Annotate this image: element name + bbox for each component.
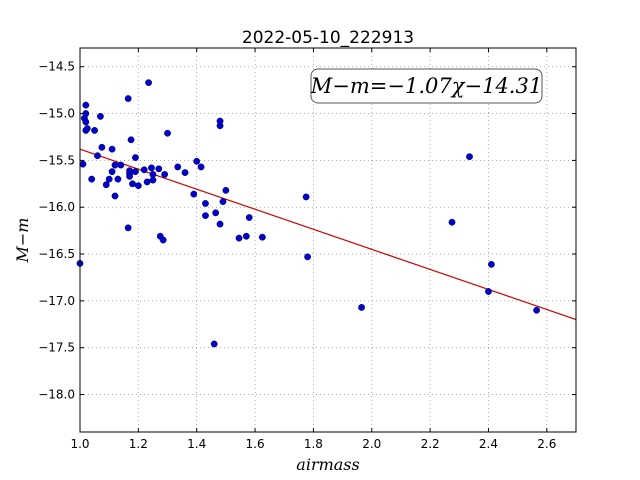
data-point: [212, 209, 220, 217]
y-axis-label: M−m: [13, 218, 32, 264]
data-points: [76, 79, 541, 348]
data-point: [117, 161, 125, 169]
data-point: [210, 340, 218, 348]
data-point: [466, 153, 473, 161]
data-point: [105, 175, 113, 183]
data-point: [82, 118, 90, 126]
data-point: [126, 170, 134, 177]
data-point: [98, 143, 106, 151]
data-point: [302, 193, 310, 201]
data-point: [83, 125, 91, 132]
data-point: [161, 171, 169, 178]
data-point: [124, 224, 132, 232]
x-tick-label: 1.8: [304, 437, 323, 451]
plot-area: [80, 48, 576, 432]
data-point: [197, 163, 205, 171]
data-point: [129, 180, 136, 188]
data-point: [216, 122, 224, 130]
x-tick-label: 2.2: [421, 437, 440, 451]
data-point: [358, 304, 365, 311]
data-point: [181, 169, 189, 176]
data-point: [174, 163, 182, 171]
data-point: [222, 186, 230, 194]
data-point: [111, 161, 119, 169]
data-point: [148, 164, 155, 172]
axis-ticks: 1.0 1.2 1.4 1.6 1.8 2.0 2.2 2.4 2.6 −14.5 −15.0 −15…: [38, 48, 576, 451]
x-tick-label: 1.6: [246, 437, 265, 451]
data-point: [219, 198, 227, 206]
y-tick-label: −16.5: [38, 247, 75, 261]
data-point: [304, 253, 311, 261]
data-point: [82, 101, 90, 109]
data-point: [132, 154, 139, 161]
data-point: [143, 178, 151, 186]
plot-frame: [79, 47, 577, 433]
data-point: [487, 260, 495, 268]
data-point: [202, 212, 209, 220]
data-point: [149, 176, 157, 184]
data-point: [159, 236, 167, 244]
y-tick-label: −14.5: [38, 60, 75, 74]
x-tick-label: 2.0: [362, 437, 381, 451]
data-point: [108, 168, 116, 176]
data-point: [79, 160, 87, 168]
data-point: [190, 190, 198, 198]
data-point: [164, 129, 171, 137]
data-point: [155, 165, 163, 173]
data-point: [94, 152, 101, 160]
x-tick-label: 1.2: [129, 437, 148, 451]
x-axis-label: airmass: [296, 455, 359, 474]
data-point: [448, 218, 456, 226]
data-point: [235, 234, 243, 242]
annotation-box-frame: [310, 68, 543, 104]
y-tick-label: −18.0: [38, 388, 75, 402]
y-tick-label: −17.0: [38, 294, 75, 308]
fit-equation-text: M−m=−1.07χ−14.31: [310, 74, 542, 98]
data-point: [108, 145, 116, 153]
fit-line-layer: [79, 148, 577, 321]
data-point: [88, 175, 96, 183]
data-point: [111, 192, 119, 200]
y-tick-label: −15.0: [38, 107, 75, 121]
x-tick-label: 1.0: [70, 437, 89, 451]
data-point: [124, 95, 132, 102]
data-point: [202, 200, 209, 207]
x-tick-label: 2.4: [479, 437, 498, 451]
data-point: [91, 127, 98, 134]
data-point: [485, 288, 492, 295]
fit-line: [79, 148, 577, 321]
y-tick-label: −17.5: [38, 341, 75, 355]
data-point: [102, 181, 110, 189]
x-tick-label: 1.4: [187, 437, 206, 451]
chart-title: 2022-05-10_222913: [242, 28, 414, 48]
data-point: [145, 79, 152, 87]
y-tick-label: −15.5: [38, 153, 75, 167]
data-point: [216, 220, 224, 228]
grid-lines: [79, 48, 576, 432]
data-point: [114, 175, 122, 183]
data-point: [258, 233, 266, 241]
data-point: [242, 232, 250, 240]
data-point: [97, 112, 104, 120]
data-point: [134, 182, 142, 190]
y-tick-label: −16.0: [38, 200, 75, 214]
x-tick-label: 2.6: [537, 437, 556, 451]
data-point: [127, 136, 135, 144]
data-point: [245, 214, 253, 221]
data-point: [132, 168, 139, 176]
data-point: [193, 157, 201, 165]
fit-equation-annotation: M−m=−1.07χ−14.31: [310, 68, 543, 104]
data-point: [140, 166, 148, 174]
data-point: [533, 306, 541, 314]
